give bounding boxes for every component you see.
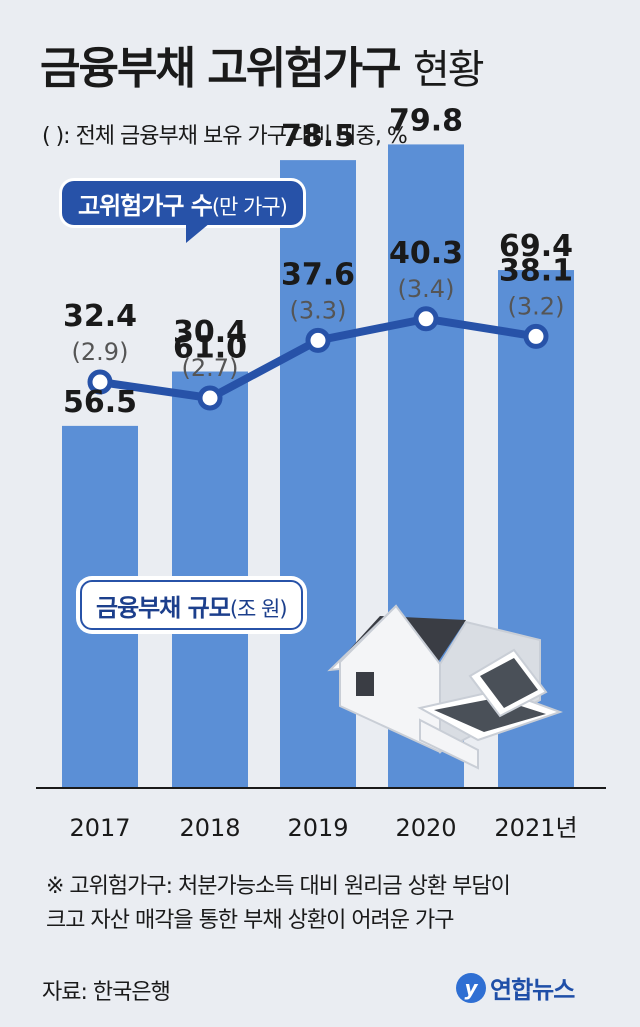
share-label: (2.7): [182, 354, 239, 382]
scale-label-unit: (조 원): [229, 596, 288, 621]
line-value-label: 38.1: [499, 253, 573, 288]
line-point-2017: [87, 369, 113, 395]
x-tick-label: 2020: [395, 814, 456, 842]
count-label-pointer: [186, 223, 210, 243]
count-label-main: 고위험가구 수: [78, 191, 213, 220]
line-point-2020: [413, 306, 439, 332]
yonhap-logo-icon: y: [456, 972, 486, 1003]
bar-value-label: 56.5: [63, 385, 137, 420]
title-sub: 현황: [412, 47, 485, 93]
x-tick-label: 2017: [69, 814, 130, 842]
line-point-2019: [305, 327, 331, 353]
share-label: (2.9): [72, 338, 129, 366]
bar-value-label: 61.0: [173, 331, 247, 366]
count-label-unit: (만 가구): [211, 194, 288, 219]
line-value-label: 30.4: [173, 315, 247, 350]
chart-area: 56.5 2017 61.0 2018 78.5 2019 79.8 2020 69.4 2021…: [36, 103, 606, 842]
footnote-line-2: 크고 자산 매각을 통한 부채 상환이 어려운 가구: [46, 908, 455, 933]
bar-value-label: 69.4: [499, 229, 573, 264]
share-label: (3.4): [398, 275, 455, 303]
logo-name: 연합뉴스: [490, 976, 575, 1004]
chart-title: 금융부채 고위험가구 현황: [40, 32, 485, 96]
bar-2018: [172, 371, 248, 788]
house-and-money-illustration: [327, 604, 563, 770]
bar-value-label: 79.8: [389, 103, 463, 138]
bar-value-label: 78.5: [281, 119, 355, 154]
line-value-label: 40.3: [389, 236, 463, 271]
x-tick-label: 2018: [179, 814, 240, 842]
line-value-label: 32.4: [63, 299, 137, 334]
x-tick-label: 2019: [287, 814, 348, 842]
source-text: 자료: 한국은행: [42, 980, 171, 1005]
line-value-label: 37.6: [281, 257, 355, 292]
scale-label-main: 금융부채 규모: [96, 593, 231, 622]
chart-subtitle: ( ): 전체 금융부채 보유 가구 대비 비중, %: [42, 124, 408, 149]
household-count-label: 고위험가구 수(만 가구): [62, 181, 303, 225]
title-main: 금융부채 고위험가구: [40, 43, 402, 94]
footnote-line-1: ※ 고위험가구: 처분가능소득 대비 원리금 상환 부담이: [46, 874, 511, 899]
line-point-2021년: [523, 323, 549, 349]
debt-scale-label: 금융부채 규모(조 원): [80, 580, 303, 630]
yonhap-logo: y 연합뉴스: [456, 970, 575, 1005]
x-tick-label: 2021년: [494, 814, 577, 842]
footnote: ※ 고위험가구: 처분가능소득 대비 원리금 상환 부담이 크고 자산 매각을 …: [46, 870, 511, 938]
line-point-2018: [197, 385, 223, 411]
share-label: (3.2): [508, 292, 565, 320]
share-label: (3.3): [290, 296, 347, 324]
